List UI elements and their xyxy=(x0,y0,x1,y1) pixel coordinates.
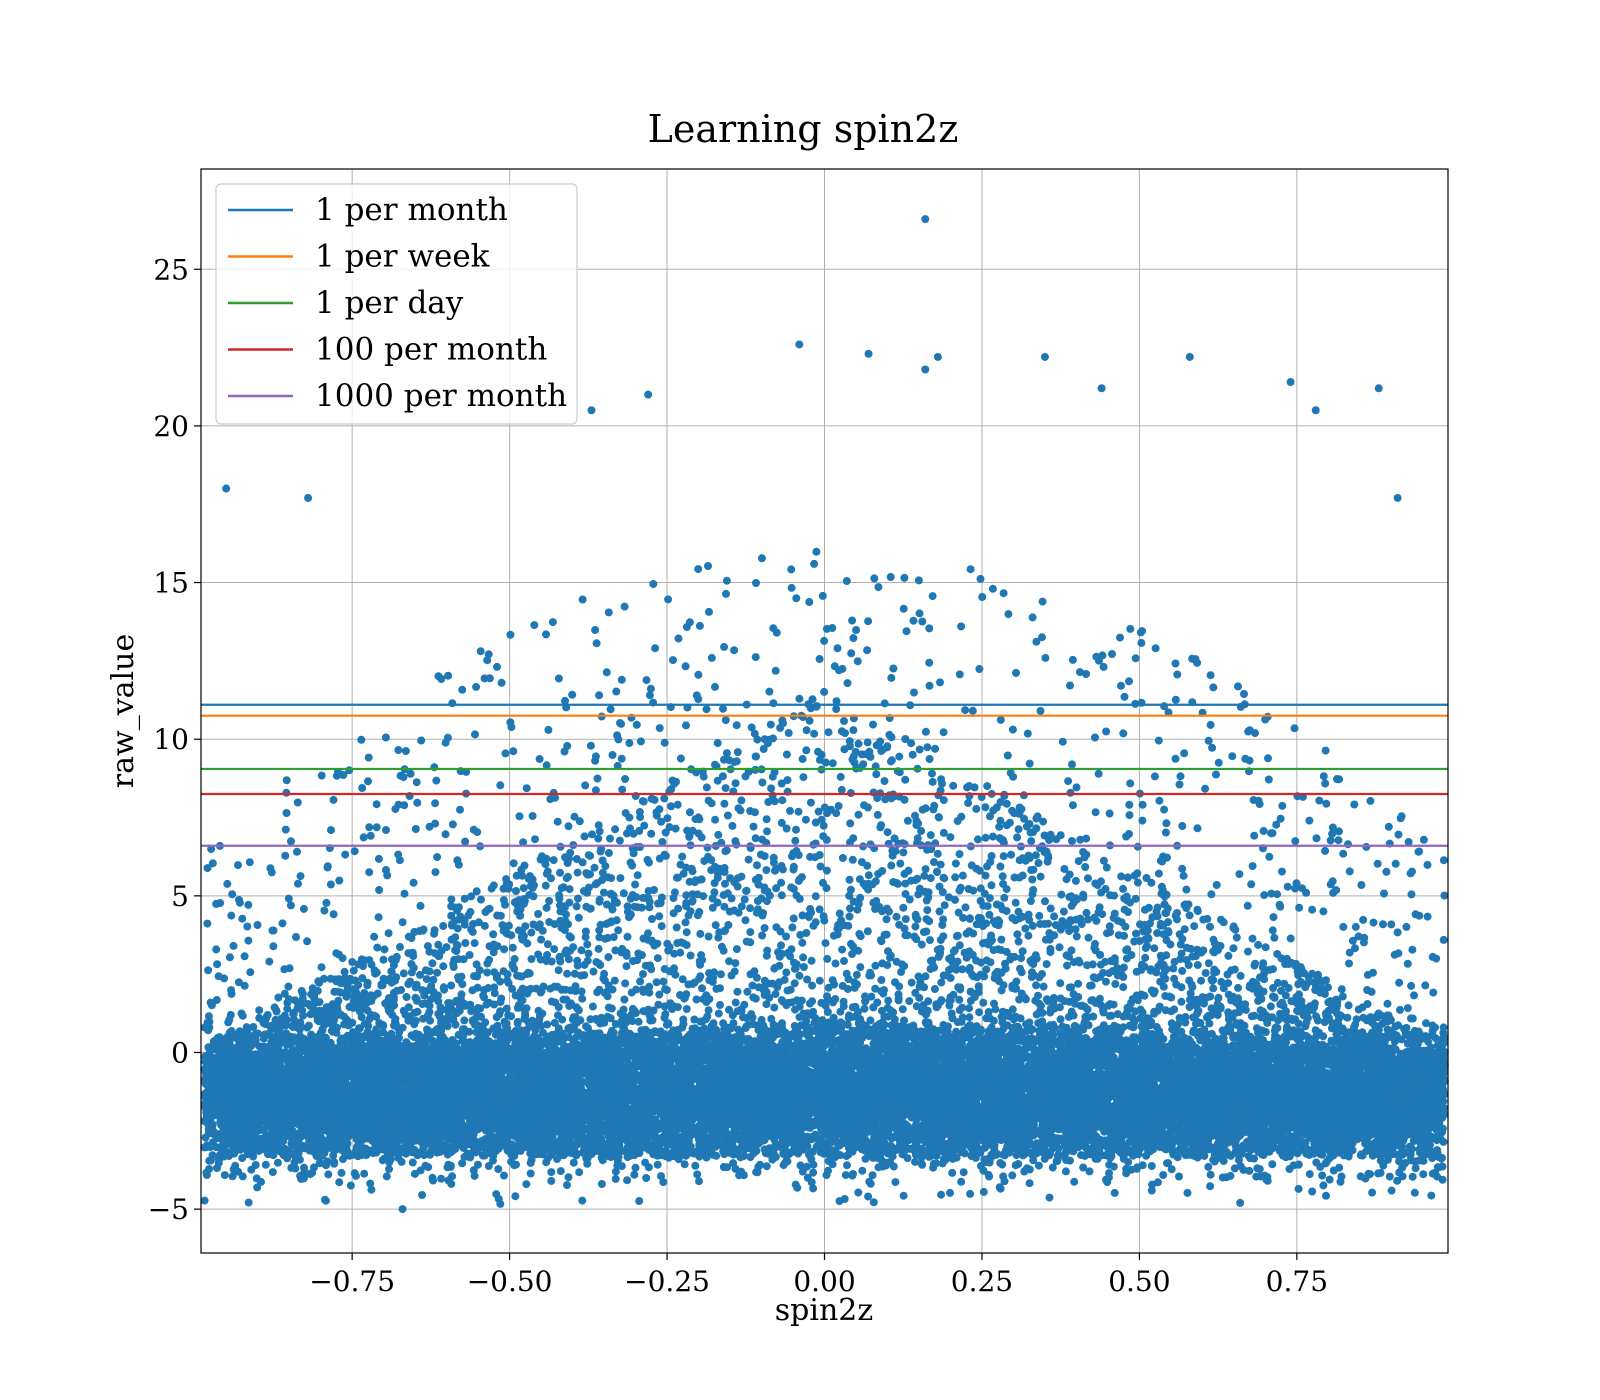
scatter-point xyxy=(1393,493,1402,502)
scatter-cloud xyxy=(200,547,1449,1208)
scatter-point xyxy=(1097,384,1106,393)
y-tick-label: 5 xyxy=(171,880,189,913)
scatter-point xyxy=(1040,352,1049,361)
scatter-point xyxy=(1286,378,1295,387)
y-tick-label: 10 xyxy=(153,723,189,756)
x-tick-label: −0.75 xyxy=(309,1265,395,1298)
x-tick-label: 0.75 xyxy=(1266,1265,1328,1298)
scatter-point xyxy=(1236,1198,1245,1207)
x-tick-label: −0.25 xyxy=(624,1265,710,1298)
scatter-point xyxy=(921,365,930,374)
scatter-point xyxy=(587,406,596,415)
scatter-point xyxy=(1185,352,1194,361)
scatter-point xyxy=(644,390,653,399)
y-tick-label: 20 xyxy=(153,410,189,443)
legend: 1 per month 1 per week 1 per day 100 per mo… xyxy=(215,183,578,425)
scatter-point xyxy=(1374,384,1383,393)
x-tick-label: 0.25 xyxy=(951,1265,1013,1298)
legend-entry: 1 per day xyxy=(315,285,464,321)
scatter-point xyxy=(398,1205,407,1214)
scatter-point xyxy=(921,215,930,224)
y-tick-label: 25 xyxy=(153,253,189,286)
scatter-point xyxy=(795,340,804,349)
scatter-point xyxy=(864,349,873,358)
scatter-points xyxy=(200,215,1449,1214)
scatter-point xyxy=(222,484,231,493)
legend-box xyxy=(215,183,578,425)
x-tick-label: 0.00 xyxy=(793,1265,855,1298)
y-axis-label: raw_value xyxy=(106,634,141,788)
x-axis-ticks: −0.75 −0.50 −0.25 0.00 0.25 0.50 0.75 xyxy=(309,1253,1328,1298)
y-tick-label: −5 xyxy=(148,1193,189,1226)
threshold-lines xyxy=(201,703,1448,847)
y-tick-label: 0 xyxy=(171,1036,189,1069)
x-axis-label: spin2z xyxy=(775,1293,873,1328)
legend-entry: 100 per month xyxy=(315,332,547,368)
x-tick-label: 0.50 xyxy=(1108,1265,1170,1298)
y-axis-ticks: −5 0 5 10 15 20 25 xyxy=(148,253,201,1226)
scatter-point xyxy=(1311,406,1320,415)
legend-entry: 1 per month xyxy=(315,192,508,228)
legend-entry: 1 per week xyxy=(315,239,490,275)
legend-entry: 1000 per month xyxy=(315,378,567,414)
y-tick-label: 15 xyxy=(153,567,189,600)
chart-title: Learning spin2z xyxy=(648,107,959,151)
x-tick-label: −0.50 xyxy=(467,1265,553,1298)
scatter-point xyxy=(933,352,942,361)
scatter-point xyxy=(304,493,313,502)
